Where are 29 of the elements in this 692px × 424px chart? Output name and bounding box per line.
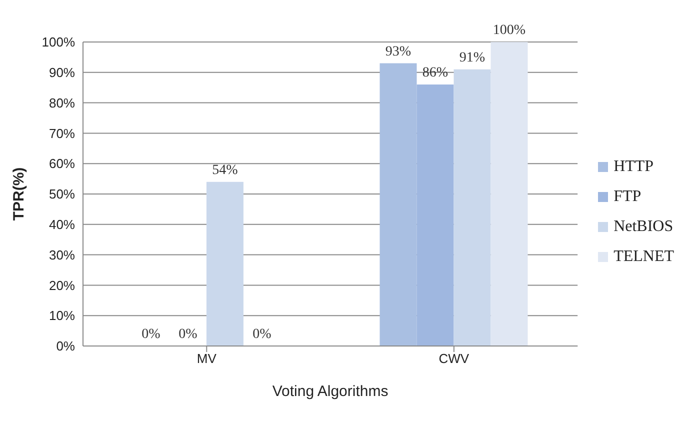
bar [454, 69, 491, 346]
y-tick-label: 60% [48, 156, 76, 172]
data-label: 100% [492, 23, 526, 38]
legend-label: HTTP [614, 157, 654, 177]
legend-label: NetBIOS [614, 217, 674, 237]
y-tick-label: 0% [56, 338, 76, 354]
data-label: 93% [385, 44, 412, 60]
data-label: 91% [459, 50, 486, 66]
legend-label: TELNET [614, 247, 674, 267]
y-tick-label: 30% [48, 247, 76, 262]
y-tick-label: 20% [48, 278, 76, 293]
y-axis-title: TPR(%) [10, 167, 28, 221]
y-tick-label: 80% [48, 95, 76, 110]
data-label: 0% [252, 327, 272, 342]
y-tick-label: 50% [48, 186, 76, 202]
y-tick-label: 70% [48, 126, 76, 141]
legend-label: FTP [614, 187, 642, 207]
x-tick-label: CWV [438, 351, 470, 366]
data-label: 0% [142, 327, 161, 342]
y-tick-label: 100% [42, 34, 76, 50]
y-tick-label: 90% [48, 65, 76, 80]
data-label: 0% [178, 327, 198, 342]
x-axis-title: Voting Algorithms [272, 383, 388, 400]
y-tick-label: 40% [48, 217, 76, 232]
y-tick-label: 10% [48, 308, 76, 324]
bar [490, 42, 528, 346]
x-tick-label: MV [196, 351, 217, 366]
bar [206, 182, 244, 346]
data-label: 54% [212, 162, 238, 178]
